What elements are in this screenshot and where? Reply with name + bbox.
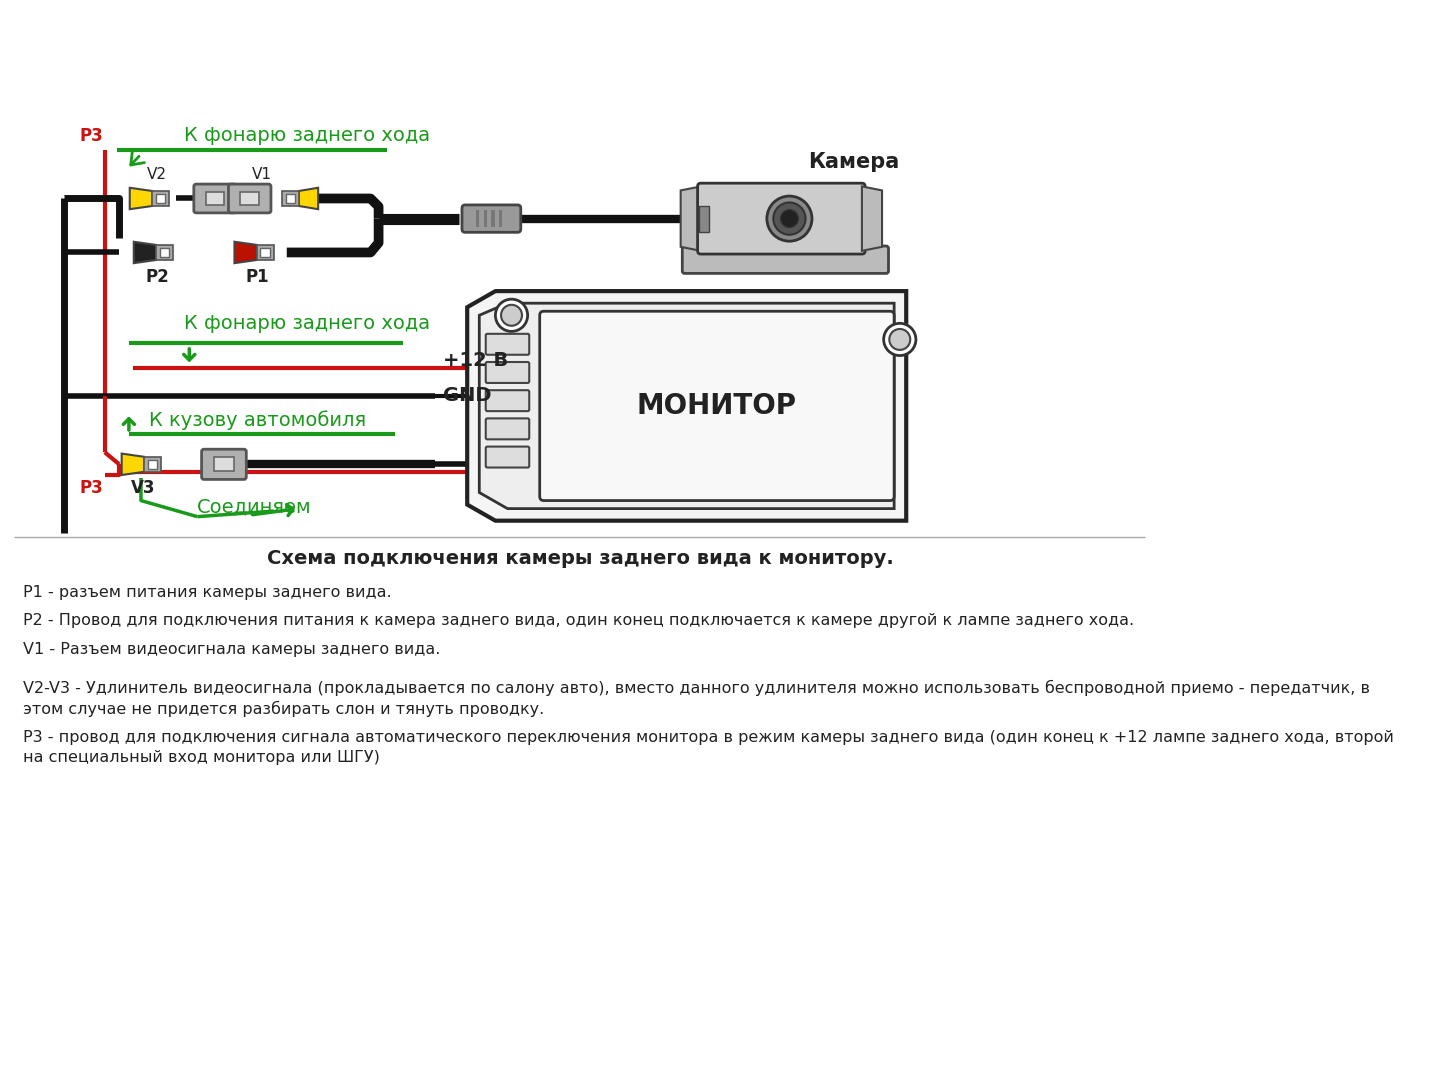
Text: V2: V2 <box>147 167 167 182</box>
Bar <box>157 244 173 260</box>
Text: P1 - разъем питания камеры заднего вида.: P1 - разъем питания камеры заднего вида. <box>23 585 392 600</box>
Bar <box>206 192 225 205</box>
Text: P3 - провод для подключения сигнала автоматического переключения монитора в режи: P3 - провод для подключения сигнала авто… <box>23 730 1394 765</box>
Polygon shape <box>467 292 906 521</box>
Bar <box>160 249 168 256</box>
FancyBboxPatch shape <box>462 205 521 233</box>
Polygon shape <box>681 187 701 251</box>
Polygon shape <box>134 242 157 263</box>
FancyBboxPatch shape <box>485 390 530 412</box>
Circle shape <box>768 196 812 241</box>
Text: P3: P3 <box>79 479 102 496</box>
FancyBboxPatch shape <box>485 333 530 355</box>
FancyBboxPatch shape <box>194 184 236 213</box>
FancyBboxPatch shape <box>485 418 530 440</box>
Bar <box>282 191 300 206</box>
FancyBboxPatch shape <box>229 184 271 213</box>
Polygon shape <box>235 242 256 263</box>
Text: К фонарю заднего хода: К фонарю заднего хода <box>184 126 429 145</box>
Circle shape <box>890 329 910 349</box>
Circle shape <box>501 304 521 326</box>
Bar <box>475 210 480 227</box>
Text: Схема подключения камеры заднего вида к монитору.: Схема подключения камеры заднего вида к … <box>266 549 893 568</box>
Text: МОНИТОР: МОНИТОР <box>636 392 796 420</box>
Bar <box>144 457 161 472</box>
Text: +12 В: +12 В <box>444 351 508 370</box>
FancyBboxPatch shape <box>202 449 246 479</box>
Bar <box>256 244 274 260</box>
FancyBboxPatch shape <box>697 183 865 254</box>
Text: К кузову автомобиля: К кузову автомобиля <box>148 411 366 430</box>
Text: V3: V3 <box>131 479 156 496</box>
Polygon shape <box>863 187 883 251</box>
Polygon shape <box>130 188 153 209</box>
Circle shape <box>780 210 798 227</box>
FancyBboxPatch shape <box>683 245 888 273</box>
FancyBboxPatch shape <box>540 311 894 501</box>
Text: GND: GND <box>444 386 491 405</box>
Bar <box>287 194 295 203</box>
Text: К фонарю заднего хода: К фонарю заднего хода <box>184 314 429 332</box>
Circle shape <box>884 324 916 356</box>
Text: V1: V1 <box>252 167 272 182</box>
Text: Камера: Камера <box>808 152 900 173</box>
Polygon shape <box>480 303 894 508</box>
Bar <box>147 460 157 468</box>
Bar <box>491 210 494 227</box>
Polygon shape <box>300 188 318 209</box>
Bar <box>261 249 269 256</box>
Text: P3: P3 <box>79 126 102 145</box>
Bar <box>156 194 164 203</box>
Text: Соединяем: Соединяем <box>197 497 312 517</box>
Text: V2-V3 - Удлинитель видеосигнала (прокладывается по салону авто), вместо данного : V2-V3 - Удлинитель видеосигнала (проклад… <box>23 680 1369 717</box>
Polygon shape <box>122 453 144 475</box>
Text: P2: P2 <box>145 268 168 285</box>
FancyBboxPatch shape <box>485 362 530 383</box>
Bar <box>240 192 259 205</box>
Circle shape <box>495 299 527 331</box>
Bar <box>484 210 487 227</box>
Bar <box>700 206 708 232</box>
Text: P1: P1 <box>246 268 269 285</box>
Text: V1 - Разъем видеосигнала камеры заднего вида.: V1 - Разъем видеосигнала камеры заднего … <box>23 641 441 656</box>
Bar <box>153 191 168 206</box>
Bar <box>215 458 233 472</box>
Bar <box>500 210 503 227</box>
Text: P2 - Провод для подключения питания к камера заднего вида, один конец подключает: P2 - Провод для подключения питания к ка… <box>23 613 1133 628</box>
Circle shape <box>773 203 805 235</box>
FancyBboxPatch shape <box>485 447 530 467</box>
